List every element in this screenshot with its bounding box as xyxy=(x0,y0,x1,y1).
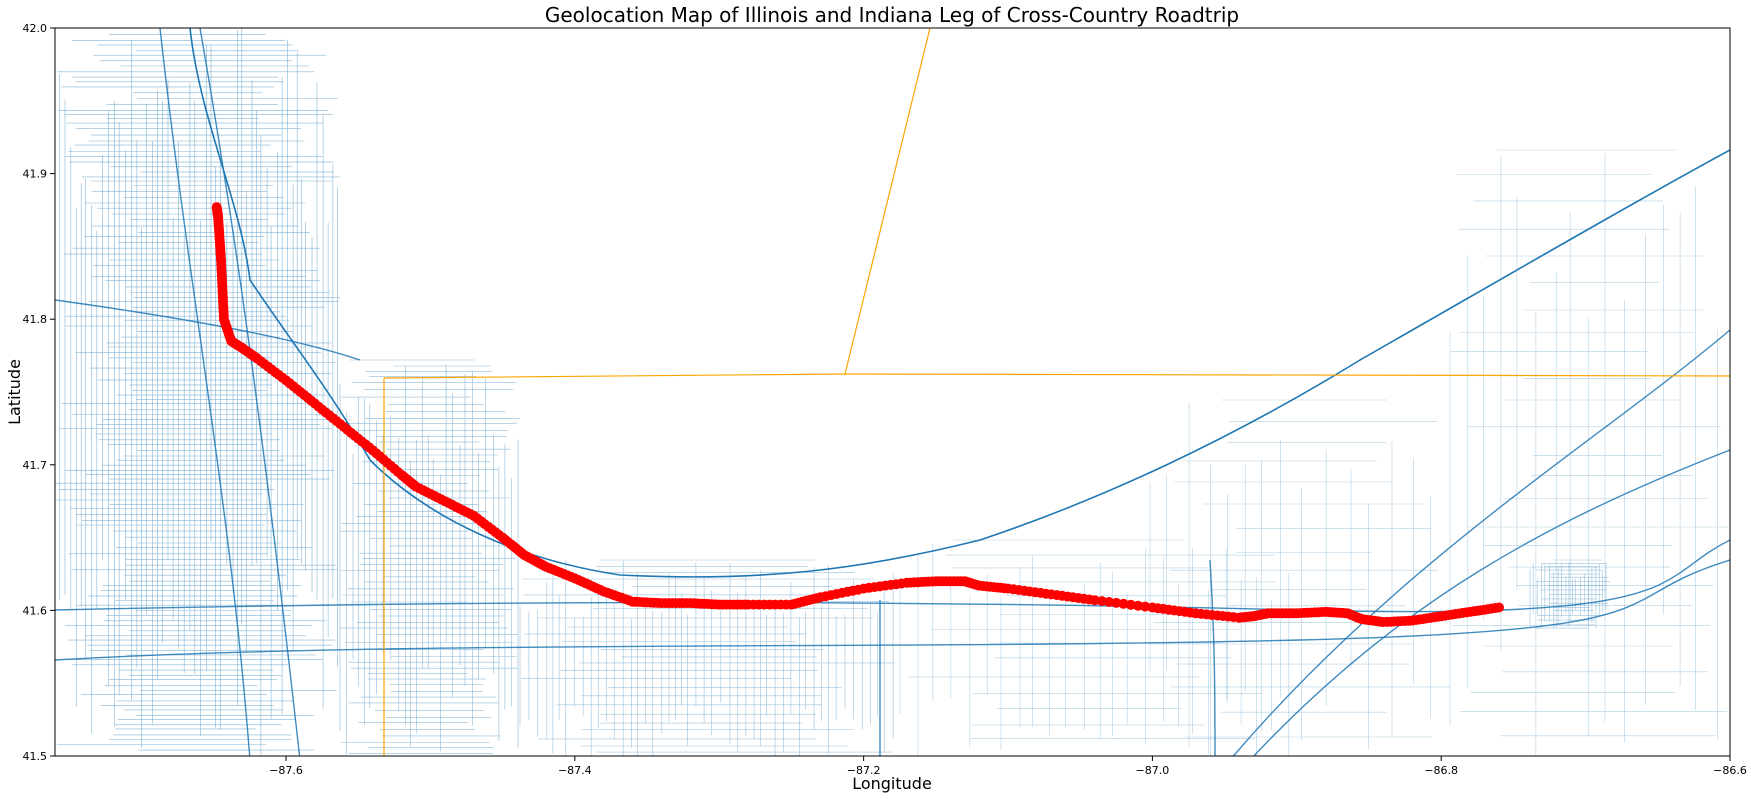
x-tick-label: −87.2 xyxy=(847,764,881,777)
x-tick-label: −87.4 xyxy=(558,764,592,777)
route-point xyxy=(1494,602,1504,613)
highway xyxy=(1209,559,1216,756)
road-grid xyxy=(1449,149,1729,756)
road-grid xyxy=(1149,399,1450,756)
y-tick-label: 42.0 xyxy=(23,22,48,35)
highway xyxy=(199,28,301,756)
route-point xyxy=(1118,598,1129,609)
highway xyxy=(1232,329,1730,756)
road-grid xyxy=(519,559,895,756)
highway xyxy=(55,539,1730,613)
border-diagonal-line xyxy=(844,28,931,375)
highway xyxy=(55,559,1730,661)
y-axis-label: Latitude xyxy=(5,359,24,425)
x-axis-label: Longitude xyxy=(852,774,932,793)
plot-frame xyxy=(54,27,1731,757)
y-tick-label: 41.9 xyxy=(23,168,48,181)
road-grid xyxy=(1529,559,1610,629)
y-tick-label: 41.7 xyxy=(23,459,48,472)
road-grid xyxy=(55,28,340,756)
road-grid xyxy=(339,359,520,755)
road-network-layer xyxy=(55,28,1730,756)
chart-title: Geolocation Map of Illinois and Indiana … xyxy=(545,3,1239,27)
x-tick-label: −86.8 xyxy=(1424,764,1458,777)
y-tick-label: 41.5 xyxy=(23,750,48,763)
route-points-layer xyxy=(211,202,1504,627)
highway xyxy=(55,299,361,361)
lake-county-border-line xyxy=(383,373,1730,379)
highway xyxy=(159,28,251,756)
lake-shoreline xyxy=(189,28,1730,578)
road-grid xyxy=(899,539,1290,756)
x-tick-label: −87.0 xyxy=(1136,764,1170,777)
highway xyxy=(1252,449,1730,756)
y-tick-label: 41.6 xyxy=(23,604,48,617)
y-tick-label: 41.8 xyxy=(23,313,48,326)
x-tick-label: −87.6 xyxy=(269,764,303,777)
x-axis-ticks: −87.6 −87.4 −87.2 −87.0 −86.8 −86.6 xyxy=(269,756,1747,777)
x-tick-label: −86.6 xyxy=(1713,764,1747,777)
y-axis-ticks: 41.5 41.6 41.7 41.8 41.9 42.0 xyxy=(23,22,55,763)
